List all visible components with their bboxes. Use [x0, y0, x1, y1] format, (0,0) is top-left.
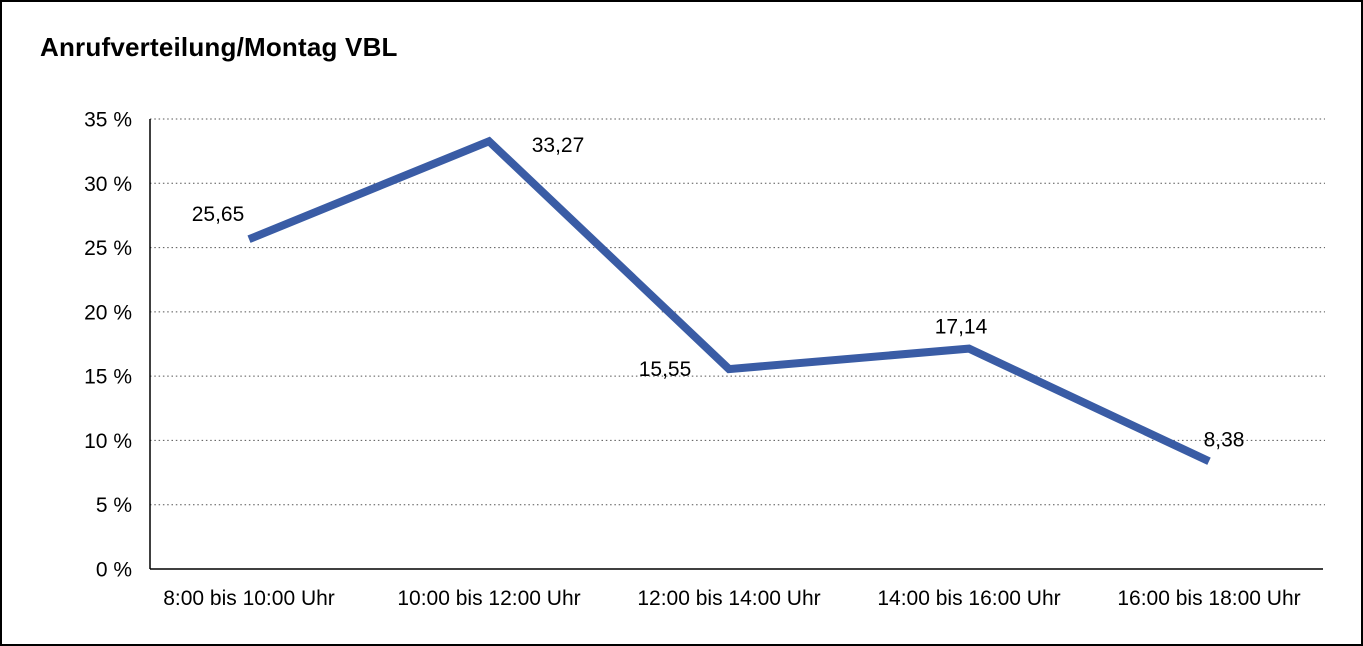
y-tick-label: 0 %: [96, 559, 132, 582]
x-axis-category-labels: 8:00 bis 10:00 Uhr 10:00 bis 12:00 Uhr 12:…: [163, 587, 1300, 610]
y-tick-label: 35 %: [84, 109, 132, 132]
data-label: 8,38: [1204, 428, 1245, 451]
gridlines: [150, 118, 1325, 506]
y-tick-label: 15 %: [84, 366, 132, 389]
data-label: 25,65: [192, 203, 245, 226]
x-category-label: 16:00 bis 18:00 Uhr: [1117, 587, 1300, 610]
data-series-line: [247, 136, 1211, 465]
y-tick-label: 5 %: [96, 494, 132, 517]
x-category-label: 12:00 bis 14:00 Uhr: [637, 587, 820, 610]
x-category-label: 14:00 bis 16:00 Uhr: [877, 587, 1060, 610]
data-label: 17,14: [935, 316, 988, 339]
x-category-label: 8:00 bis 10:00 Uhr: [163, 587, 335, 610]
y-tick-label: 30 %: [84, 173, 132, 196]
y-tick-label: 20 %: [84, 301, 132, 324]
y-tick-label: 25 %: [84, 237, 132, 260]
axes: [149, 119, 1323, 570]
chart-title: Anrufverteilung/Montag VBL: [40, 32, 398, 62]
data-point-labels: 25,65 33,27 15,55 17,14 8,38: [192, 134, 1245, 451]
data-label: 15,55: [639, 358, 692, 381]
data-label: 33,27: [532, 134, 585, 157]
y-axis-tick-labels: 0 % 5 % 10 % 15 % 20 % 25 % 30 % 35 %: [84, 109, 132, 582]
y-tick-label: 10 %: [84, 430, 132, 453]
x-category-label: 10:00 bis 12:00 Uhr: [397, 587, 580, 610]
series-line: [247, 136, 1211, 465]
